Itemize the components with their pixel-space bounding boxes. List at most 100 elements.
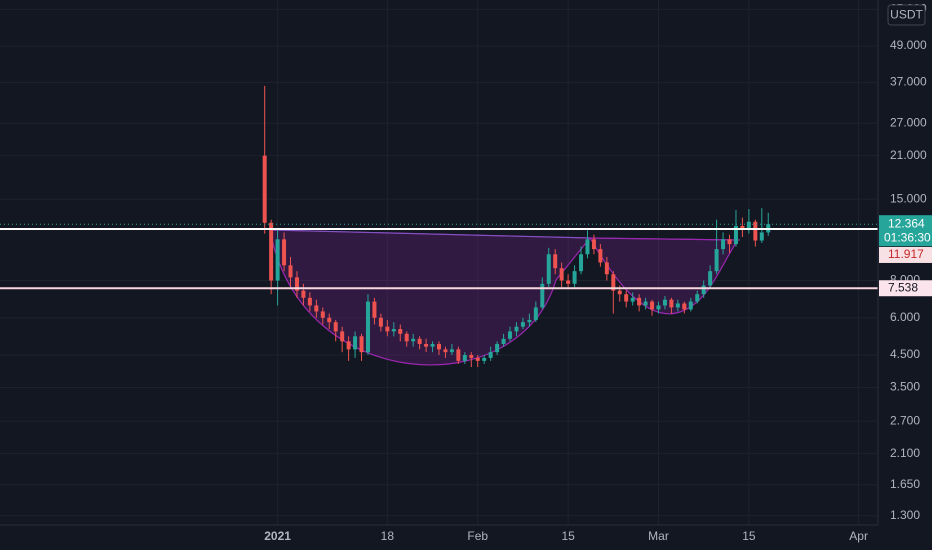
candle-body bbox=[701, 285, 706, 295]
candle bbox=[449, 343, 454, 356]
candle-body bbox=[514, 326, 519, 332]
candle bbox=[604, 256, 609, 281]
candle-body bbox=[391, 329, 396, 332]
candle bbox=[559, 262, 564, 288]
candle bbox=[624, 290, 629, 308]
x-tick-label: 18 bbox=[381, 529, 395, 543]
candle bbox=[753, 219, 758, 247]
candle-body bbox=[540, 283, 545, 308]
candle bbox=[398, 324, 403, 342]
candle bbox=[404, 331, 409, 347]
x-tick-label: 15 bbox=[561, 529, 575, 543]
handle-shape bbox=[588, 237, 740, 315]
candle bbox=[572, 265, 577, 288]
candle bbox=[611, 271, 616, 314]
x-tick-label: 2021 bbox=[264, 529, 291, 543]
candle-body bbox=[430, 343, 435, 347]
candle-body bbox=[365, 301, 370, 353]
candle bbox=[269, 219, 274, 295]
candle bbox=[630, 292, 635, 306]
candle-body bbox=[327, 317, 332, 323]
candle-body bbox=[262, 155, 267, 223]
candle-body bbox=[624, 294, 629, 302]
candle-body bbox=[753, 221, 758, 241]
candle-body bbox=[301, 290, 306, 298]
candle bbox=[340, 326, 345, 353]
candle-body bbox=[520, 322, 525, 327]
candle bbox=[482, 355, 487, 364]
x-tick-label: Apr bbox=[849, 529, 868, 543]
candle-body bbox=[411, 338, 416, 342]
candle bbox=[443, 346, 448, 358]
candle-body bbox=[566, 280, 571, 284]
candle bbox=[591, 234, 596, 255]
candle-body bbox=[488, 352, 493, 358]
candle-body bbox=[340, 331, 345, 342]
candle-body bbox=[617, 290, 622, 295]
candle-body bbox=[443, 349, 448, 353]
candle bbox=[662, 295, 667, 310]
candle bbox=[372, 297, 377, 325]
candle bbox=[501, 333, 506, 347]
candle-body bbox=[714, 249, 719, 272]
candle bbox=[520, 317, 525, 330]
candle bbox=[327, 313, 332, 330]
candle bbox=[262, 85, 267, 234]
candle-body bbox=[437, 343, 441, 350]
candle bbox=[475, 355, 480, 368]
candle-body bbox=[637, 297, 642, 306]
candle-body bbox=[320, 311, 325, 318]
candle-body bbox=[398, 329, 403, 334]
candle-body bbox=[475, 357, 480, 361]
candle bbox=[359, 333, 364, 361]
candle bbox=[533, 301, 538, 323]
candle bbox=[314, 299, 319, 318]
candle-body bbox=[553, 254, 558, 269]
candle bbox=[695, 290, 700, 304]
candle-body bbox=[527, 319, 532, 323]
y-tick-label: 1.650 bbox=[890, 477, 920, 491]
candle-body bbox=[643, 301, 648, 306]
candle bbox=[650, 299, 655, 316]
candle-body bbox=[746, 221, 751, 230]
y-tick-label: 1.300 bbox=[890, 508, 920, 522]
candle-body bbox=[656, 305, 661, 310]
candle-body bbox=[650, 301, 655, 310]
level-label: 7.538 bbox=[888, 280, 918, 294]
candle bbox=[759, 208, 764, 243]
candle-body bbox=[727, 239, 732, 245]
candle bbox=[346, 336, 351, 361]
candle-body bbox=[378, 317, 383, 327]
candle-body bbox=[688, 301, 693, 310]
y-tick-label: 27.000 bbox=[890, 115, 927, 129]
candle-body bbox=[307, 297, 312, 306]
candle-body bbox=[662, 299, 667, 306]
candle-body bbox=[695, 294, 700, 302]
candle-body bbox=[359, 336, 364, 353]
candle-body bbox=[275, 239, 280, 281]
candle bbox=[417, 336, 422, 350]
candle-body bbox=[579, 254, 584, 272]
candle-body bbox=[759, 232, 764, 241]
candle bbox=[430, 341, 435, 353]
candle-body bbox=[449, 349, 454, 353]
candle bbox=[469, 352, 474, 368]
candle-body bbox=[630, 297, 635, 302]
candle-body bbox=[282, 239, 287, 266]
candle bbox=[553, 249, 558, 275]
candle bbox=[540, 277, 545, 310]
candle-body bbox=[294, 277, 299, 291]
candle-body bbox=[353, 336, 358, 350]
x-tick-label: 15 bbox=[742, 529, 756, 543]
candle bbox=[391, 322, 396, 337]
candle-body bbox=[591, 239, 596, 250]
candle bbox=[656, 301, 661, 314]
candle bbox=[378, 313, 383, 332]
y-tick-label: 21.000 bbox=[890, 148, 927, 162]
candle-body bbox=[417, 338, 422, 344]
y-tick-label: 2.700 bbox=[890, 413, 920, 427]
candle bbox=[320, 307, 325, 325]
candle bbox=[424, 338, 429, 353]
candle-body bbox=[288, 265, 293, 278]
candle bbox=[721, 232, 726, 255]
